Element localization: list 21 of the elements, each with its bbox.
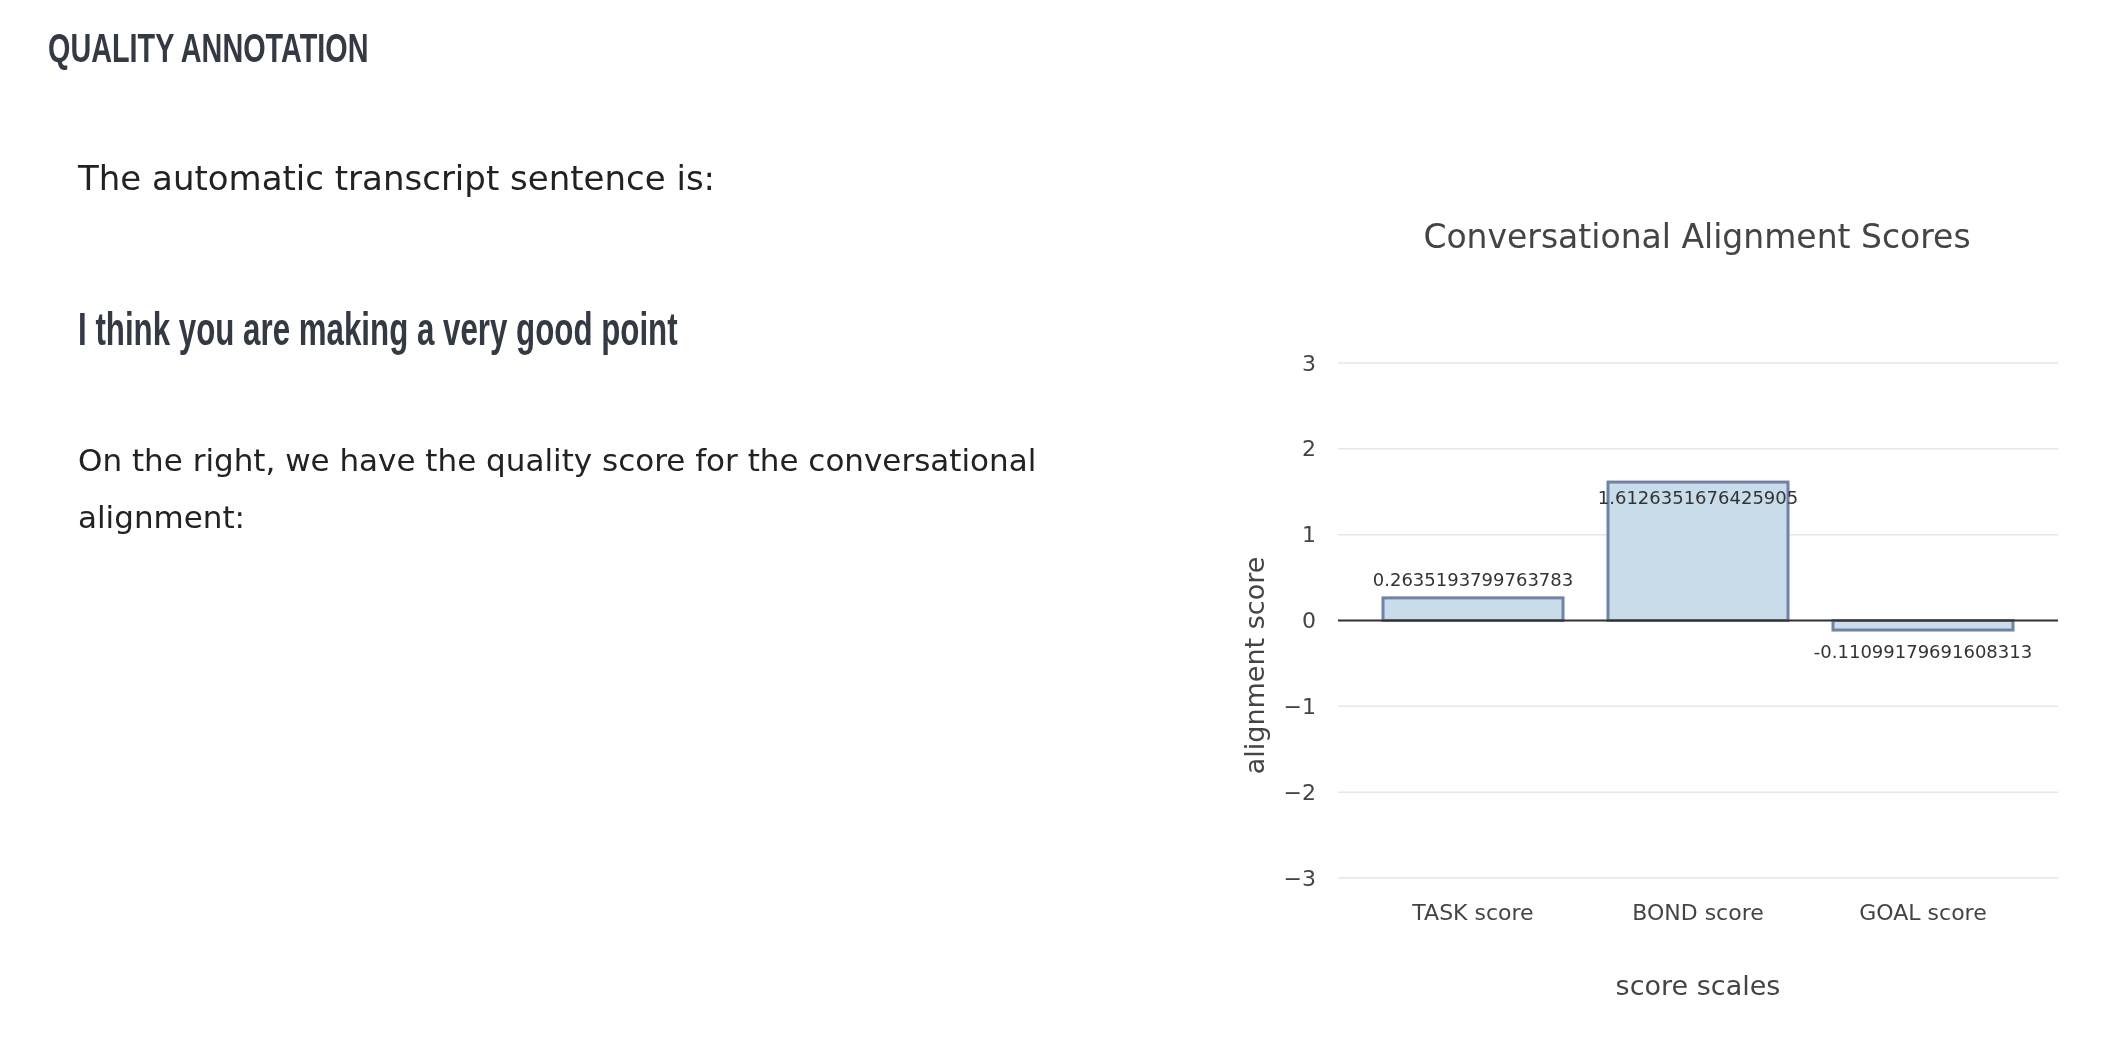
y-tick-label: −1 [1283, 693, 1316, 719]
x-tick-label: TASK score [1411, 899, 1534, 925]
data-label: 0.2635193799763783 [1372, 568, 1574, 590]
text: The automatic transcript sentence is: [78, 158, 717, 198]
x-axis-title: score scales [1615, 970, 1781, 1001]
y-axis-title: alignment score [1239, 556, 1270, 775]
y-tick-label: −2 [1283, 779, 1316, 805]
text: On the right, we have the quality score for the conversational alignment: [78, 441, 1038, 537]
bar [1381, 596, 1565, 622]
y-tick-label: 2 [1302, 436, 1316, 462]
y-tick-label: 1 [1302, 522, 1316, 548]
x-tick-label: GOAL score [1859, 899, 1987, 925]
data-label: -0.11099179691608313 [1813, 641, 2033, 663]
y-tick-label: 0 [1302, 608, 1316, 634]
y-tick-label: 3 [1302, 350, 1316, 376]
text: I think you are making a very good point [78, 302, 679, 356]
y-tick-label: −3 [1283, 865, 1316, 891]
x-tick-label: BOND score [1632, 899, 1764, 925]
text: QUALITY ANNOTATION [48, 26, 370, 71]
data-label: 1.6126351676425905 [1597, 487, 1799, 509]
chart-title: Conversational Alignment Scores [1423, 217, 1971, 256]
